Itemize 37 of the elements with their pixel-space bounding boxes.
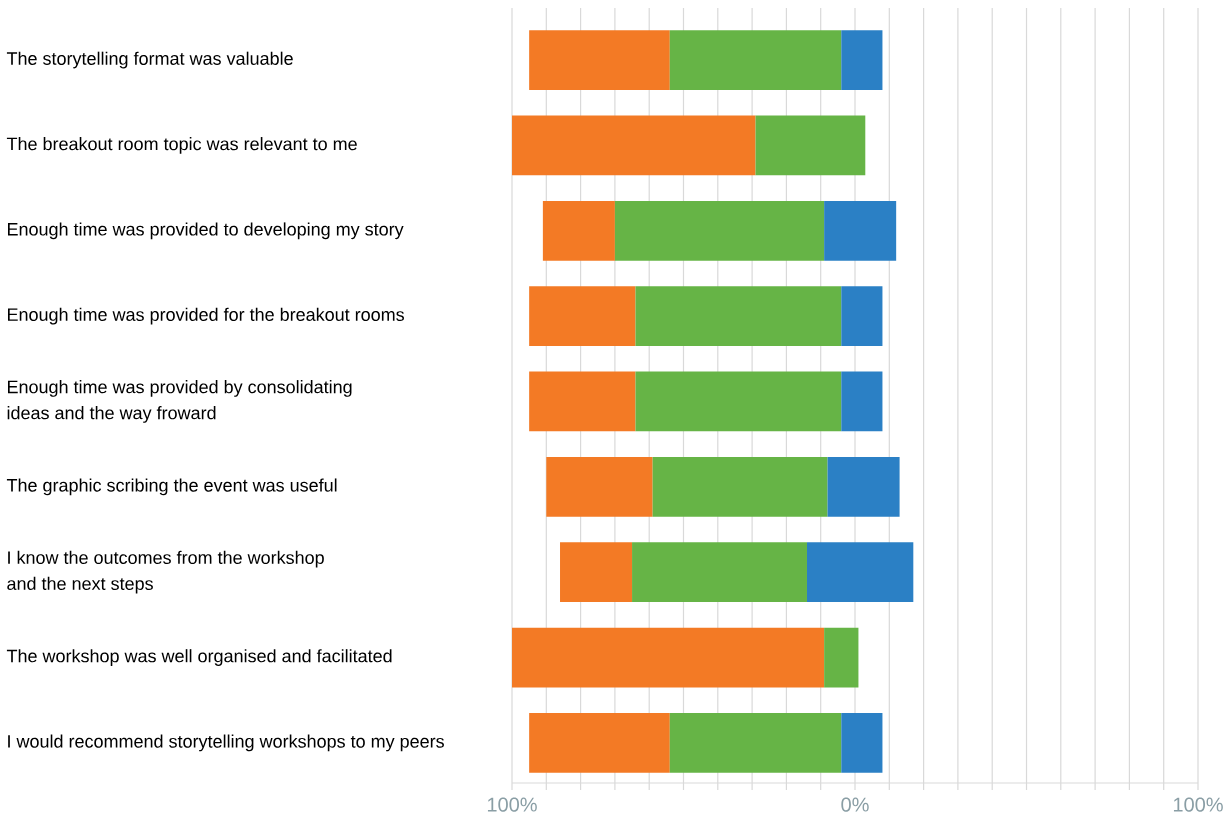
y-tick-label: The graphic scribing the event was useful	[6, 478, 337, 496]
y-tick-label: I know the outcomes from the workshop and the next steps	[7, 550, 324, 594]
bar	[669, 30, 842, 90]
y-tick-label: Enough time was provided to developing my story	[8, 222, 404, 240]
x-tick-label: 0%	[841, 797, 869, 812]
bar	[841, 371, 883, 432]
bar	[841, 713, 883, 773]
x-tick-label: 100%	[1173, 797, 1223, 812]
bar	[529, 30, 670, 90]
bar	[512, 627, 825, 688]
bar	[560, 542, 633, 603]
bar	[529, 371, 636, 432]
bar	[652, 456, 828, 517]
y-tick-label: I would recommend storytelling workshops to my peers	[8, 734, 444, 752]
bar	[841, 30, 883, 90]
y-tick-label: The breakout room topic was relevant to me	[6, 137, 357, 154]
y-tick-label: Enough time was provided for the breakout rooms	[8, 307, 404, 325]
x-tick-label: 100%	[487, 797, 537, 812]
bar	[806, 542, 914, 603]
bar	[841, 286, 883, 346]
bar	[755, 115, 866, 176]
y-tick-label: The storytelling format was valuable	[6, 51, 293, 69]
bar	[824, 627, 859, 688]
bar	[546, 456, 653, 517]
bar	[635, 286, 842, 346]
bar	[529, 286, 636, 346]
bar	[614, 200, 825, 261]
bar	[635, 371, 842, 432]
bar	[512, 115, 756, 176]
bar	[669, 713, 842, 773]
bar	[632, 542, 807, 603]
y-tick-label: The workshop was well organised and facilitated	[6, 649, 392, 666]
bar	[529, 713, 670, 773]
bar	[824, 200, 897, 261]
bar	[827, 456, 900, 517]
bar	[542, 200, 615, 261]
y-tick-label: Enough time was provided by consolidating ideas and the way froward	[7, 380, 352, 423]
